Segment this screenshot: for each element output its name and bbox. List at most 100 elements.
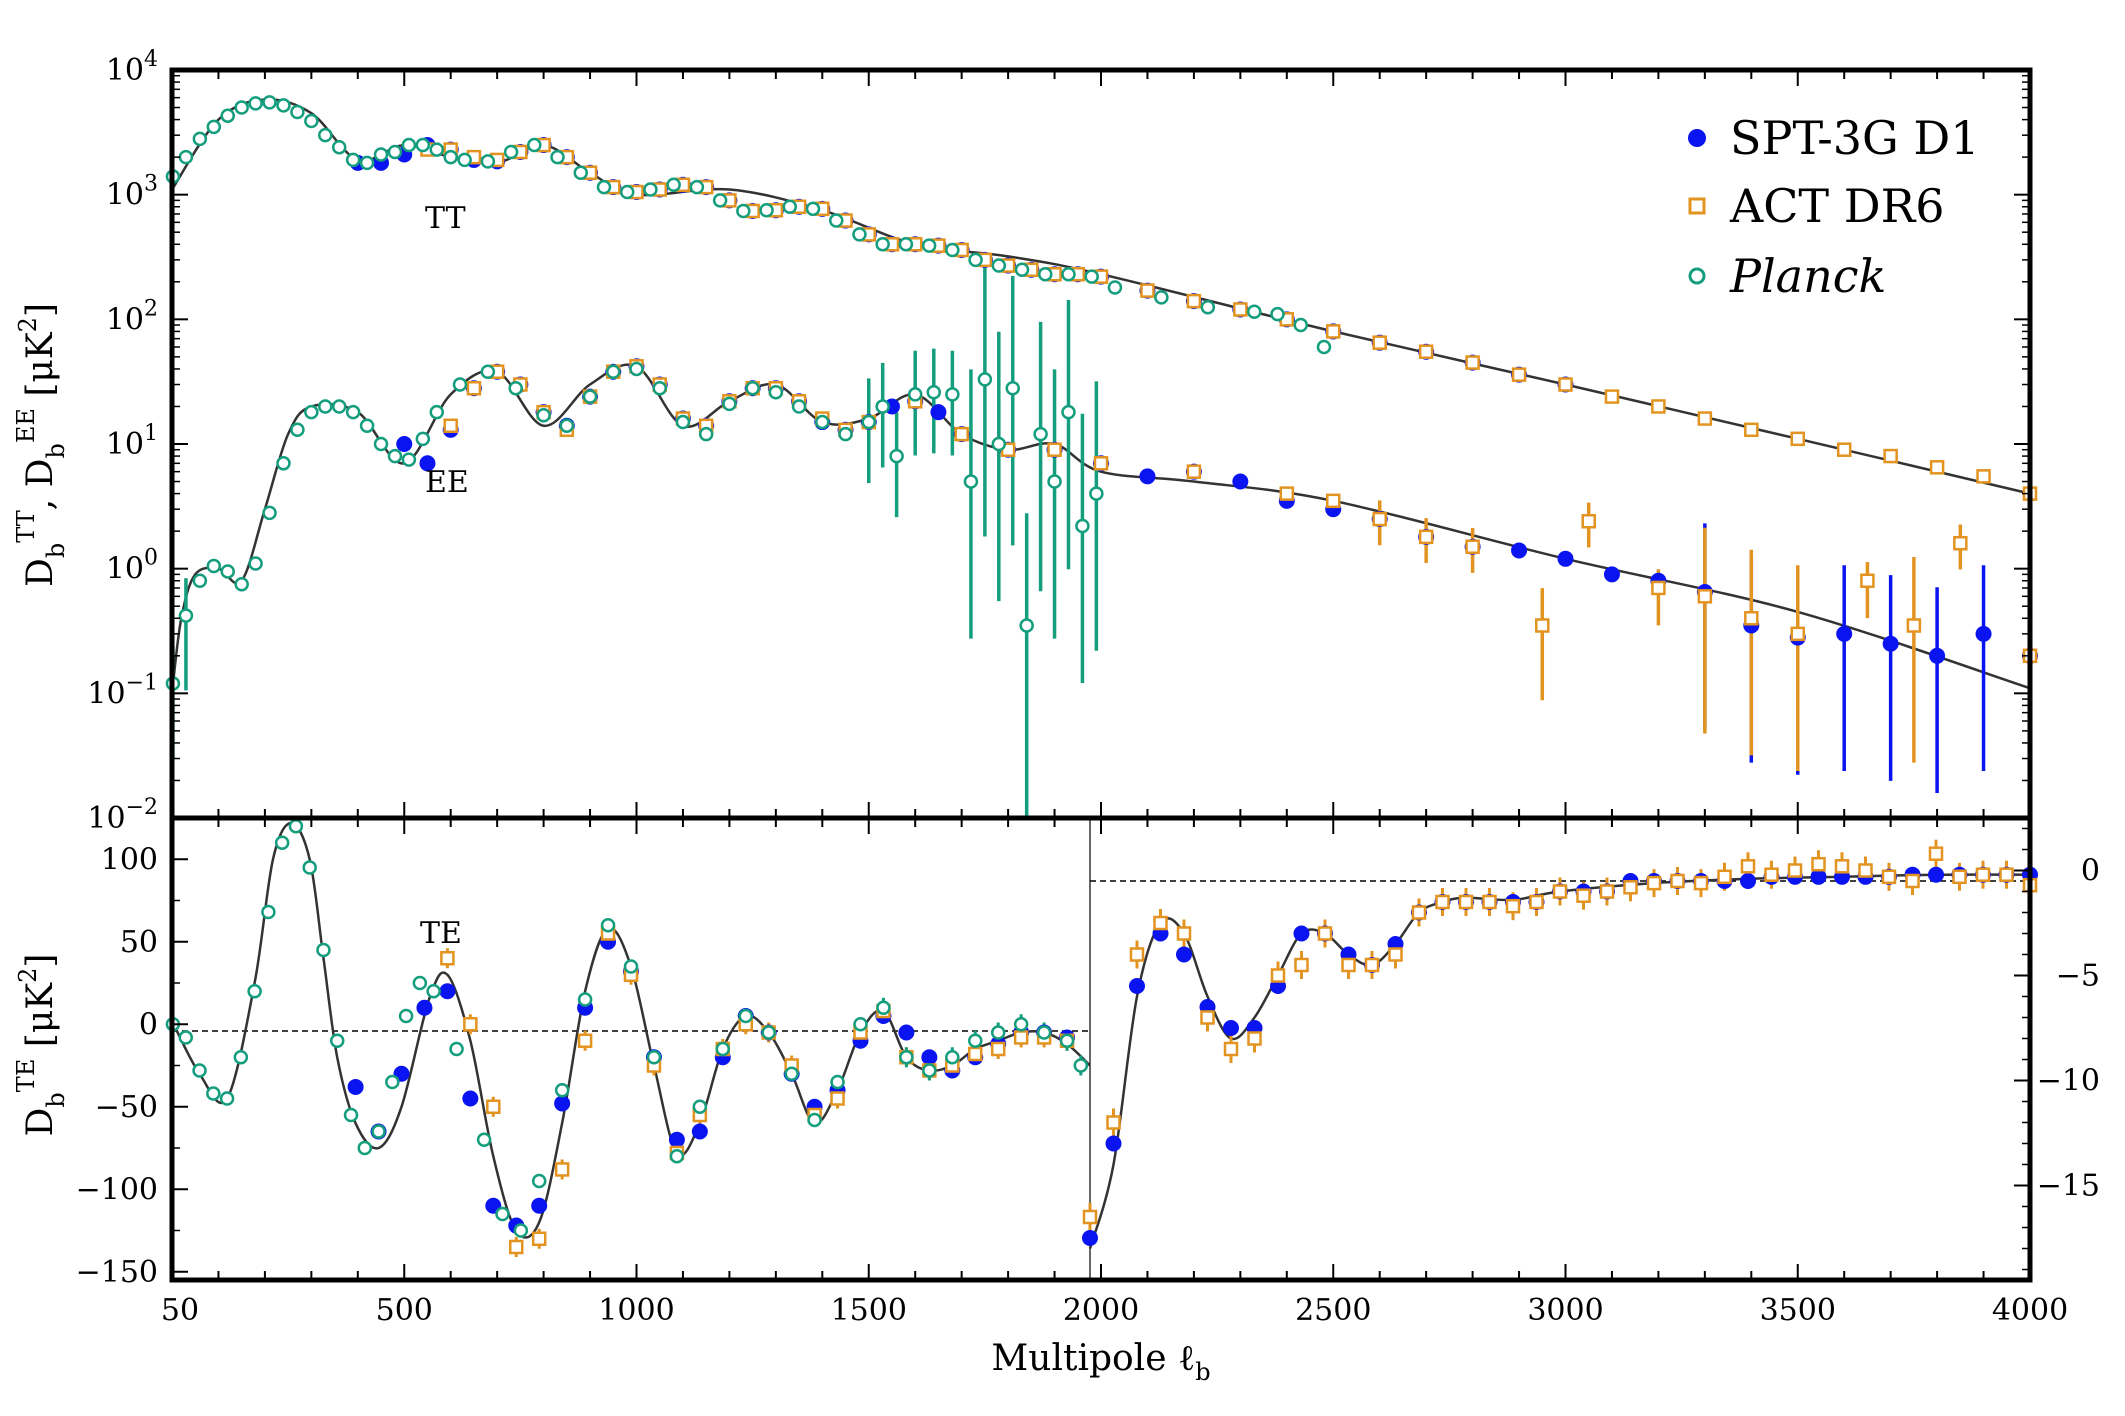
- point-spt-3g-d1-te: [1810, 868, 1827, 885]
- point-act-dr6-te: [990, 1041, 1006, 1057]
- tt-ee-y-tick-labels: 104 103 102 101 100 10−1 10−2: [87, 47, 158, 836]
- point-planck-ee: [652, 381, 667, 396]
- point-planck-tt: [206, 119, 222, 135]
- point-act-dr6-te: [486, 1099, 501, 1114]
- point-planck-tt: [573, 165, 589, 180]
- point-act-dr6-tt: [1651, 399, 1666, 414]
- point-planck-te: [385, 1074, 400, 1090]
- point-planck-te: [343, 1107, 359, 1123]
- point-act-dr6-ee: [1581, 514, 1596, 529]
- point-planck-ee: [675, 414, 691, 430]
- te-y-axis-label: DbTE [μK2]: [12, 954, 70, 1137]
- y-tick-label: 103: [106, 172, 158, 213]
- point-planck-ee: [290, 422, 305, 438]
- point-planck-tt: [429, 142, 445, 157]
- point-planck-ee: [977, 372, 993, 387]
- point-act-dr6-tt: [1511, 367, 1527, 382]
- point-planck-ee: [508, 381, 523, 396]
- point-act-dr6-tt: [1326, 324, 1341, 339]
- point-planck-ee: [536, 408, 551, 423]
- point-act-dr6-te: [1482, 894, 1497, 910]
- point-planck-tt: [759, 202, 774, 218]
- point-planck-te: [669, 1149, 685, 1164]
- point-act-dr6-te: [1294, 957, 1309, 973]
- point-planck-tt: [1014, 262, 1030, 277]
- point-planck-tt: [443, 149, 458, 165]
- point-planck-te: [646, 1050, 662, 1065]
- point-planck-te: [1036, 1025, 1052, 1040]
- point-planck-te: [412, 975, 428, 991]
- point-planck-te: [899, 1050, 914, 1065]
- y-tick-label: 10−1: [87, 670, 158, 711]
- point-act-dr6-ee: [443, 418, 458, 434]
- point-planck-ee: [178, 608, 194, 623]
- point-spt-3g-d1-te: [347, 1078, 364, 1095]
- te-right-y-tick-label: 0: [2081, 854, 2100, 889]
- point-planck-te: [554, 1083, 570, 1098]
- point-act-dr6-ee: [1372, 511, 1387, 527]
- point-planck-te: [206, 1086, 221, 1101]
- point-planck-te: [715, 1041, 731, 1057]
- point-planck-ee: [1047, 474, 1062, 489]
- te-right-y-tick-labels: 0 −5 −10 −15: [2037, 854, 2100, 1204]
- point-planck-ee: [415, 431, 431, 447]
- point-planck-tt: [968, 252, 983, 268]
- point-act-dr6-tt: [1186, 293, 1202, 309]
- point-act-dr6-tt: [1929, 460, 1945, 475]
- legend-marker-spt: [1688, 129, 1706, 147]
- point-planck-ee: [480, 364, 496, 379]
- x-tick-label: 3000: [1527, 1293, 1603, 1328]
- point-planck-te: [761, 1025, 776, 1040]
- point-act-dr6-te: [1928, 846, 1944, 861]
- point-act-dr6-te: [1106, 1115, 1121, 1130]
- point-act-dr6-ee: [1186, 464, 1202, 479]
- te-left-y-tick-label: 100: [101, 842, 158, 877]
- point-act-dr6-te: [1576, 888, 1591, 903]
- point-spt-3g-d1-te: [1129, 978, 1145, 994]
- point-act-dr6-ee: [466, 381, 482, 396]
- point-act-dr6-te: [1764, 867, 1779, 882]
- point-planck-ee: [304, 404, 319, 420]
- point-planck-tt: [331, 140, 347, 155]
- point-planck-ee: [345, 404, 361, 420]
- point-spt-3g-d1-ee: [1603, 566, 1620, 583]
- te-left-y-tick-label: 50: [120, 925, 158, 960]
- point-planck-ee: [1089, 486, 1104, 501]
- point-act-dr6-te: [1341, 957, 1356, 973]
- point-planck-ee: [1075, 518, 1090, 534]
- point-act-dr6-te: [1787, 863, 1803, 878]
- te-right-y-tick-label: −10: [2037, 1064, 2100, 1099]
- point-act-dr6-ee: [1953, 535, 1968, 551]
- point-planck-tt: [712, 193, 728, 208]
- point-planck-te: [922, 1063, 937, 1078]
- point-planck-tt: [1200, 300, 1216, 315]
- point-planck-te: [288, 819, 304, 834]
- point-planck-tt: [991, 258, 1007, 273]
- point-spt-3g-d1-te: [416, 999, 433, 1016]
- point-act-dr6-te: [554, 1162, 570, 1177]
- point-planck-tt: [921, 238, 937, 253]
- point-planck-tt: [1107, 280, 1123, 295]
- point-planck-te: [990, 1025, 1006, 1040]
- point-act-dr6-te: [968, 1046, 983, 1062]
- tt-label: TT: [425, 201, 466, 236]
- te-left-y-tick-label: −50: [95, 1090, 158, 1125]
- te-panel-frame: [169, 815, 2033, 1283]
- y-tick-label: 101: [106, 421, 158, 462]
- point-planck-te: [495, 1206, 510, 1222]
- point-planck-tt: [359, 155, 375, 171]
- point-planck-ee: [791, 399, 807, 414]
- tt-ee-panel: 104 103 102 101 100 10−1 10−2 TT EE DbTT, DbEE…: [12, 47, 2038, 836]
- x-tick-label: 4000: [1992, 1293, 2068, 1328]
- point-planck-tt: [643, 182, 658, 197]
- point-planck-te: [426, 984, 441, 999]
- point-planck-tt: [805, 201, 821, 217]
- point-act-dr6-te: [1364, 957, 1380, 973]
- x-tick-labels: 50 500 1000 1500 2000 2500 3000 3500 4000: [161, 1293, 2068, 1328]
- point-planck-te: [1013, 1017, 1029, 1032]
- point-planck-ee: [768, 385, 784, 400]
- point-planck-ee: [629, 361, 644, 377]
- point-act-dr6-te: [463, 1017, 478, 1032]
- point-planck-tt: [550, 149, 565, 165]
- point-planck-tt: [373, 147, 389, 162]
